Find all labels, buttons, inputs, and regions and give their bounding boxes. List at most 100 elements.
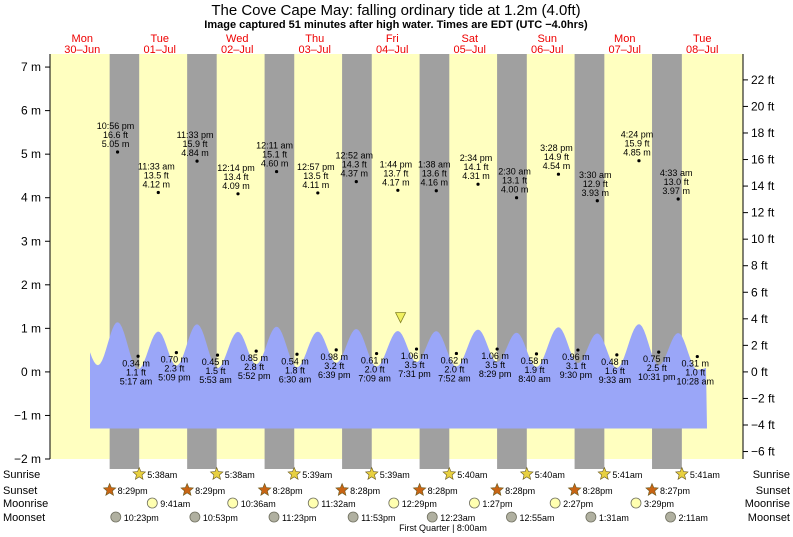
- moon-phase-label: First Quarter | 8:00am: [399, 523, 487, 533]
- moonset-row-label-right: Moonset: [748, 512, 790, 524]
- astro-moon-icon: [110, 511, 122, 523]
- low-tide-time: 9:30 pm: [560, 370, 593, 380]
- high-tide-dot: [514, 196, 519, 200]
- sunrise-time: 5:40am: [535, 470, 565, 480]
- day-name-label: Tue: [150, 33, 169, 45]
- right-tick-label: −6 ft: [751, 445, 775, 459]
- right-tick-label: 20 ft: [751, 99, 775, 113]
- current-level-marker: [394, 312, 407, 324]
- sunrise-row-label-left: Sunrise: [3, 469, 40, 481]
- low-tide-time: 7:52 am: [438, 373, 471, 383]
- astro-rows: Sunrise Sunrise 5:38am 5:38am 5:39am 5:39am 5:…: [3, 466, 790, 524]
- moonrise-time: 1:27pm: [482, 499, 512, 509]
- high-tide-time: 3:28 pm: [540, 143, 573, 153]
- moonset-time: 10:53pm: [203, 513, 238, 523]
- moonset-time: 12:23am: [440, 513, 475, 523]
- high-tide-feet: 15.1 ft: [262, 150, 288, 160]
- high-tide-time: 12:57 pm: [297, 162, 335, 172]
- high-tide-time: 1:38 am: [418, 160, 451, 170]
- low-tide-dot: [136, 354, 140, 358]
- low-tide-meters: 1.06 m: [481, 351, 509, 361]
- astro-star-icon: [674, 466, 689, 480]
- right-tick-label: 22 ft: [751, 73, 775, 87]
- high-tide-dot: [595, 199, 599, 203]
- high-tide-time: 3:30 am: [579, 170, 612, 180]
- day-name-label: Wed: [226, 33, 248, 45]
- day-date-label: 03–Jul: [299, 44, 331, 56]
- day-name-label: Mon: [72, 33, 93, 45]
- low-tide-time: 7:09 am: [358, 374, 391, 384]
- high-tide-feet: 14.1 ft: [464, 162, 490, 172]
- astro-star-icon: [132, 466, 147, 480]
- astro-moon-icon: [307, 497, 319, 509]
- moonrise-row-label-right: Moonrise: [745, 498, 790, 510]
- low-tide-meters: 0.31 m: [682, 359, 710, 369]
- day-date-label: 01–Jul: [144, 44, 176, 56]
- high-tide-meters: 4.17 m: [382, 177, 410, 187]
- low-tide-feet: 2.8 ft: [244, 362, 265, 372]
- high-tide-dot: [354, 179, 358, 184]
- moonset-time: 1:31am: [599, 513, 629, 523]
- sunset-time: 8:28pm: [505, 486, 535, 496]
- day-date-label: 02–Jul: [221, 44, 253, 56]
- high-tide-feet: 12.9 ft: [583, 179, 609, 189]
- high-tide-time: 12:11 am: [256, 141, 293, 151]
- low-tide-feet: 2.0 ft: [444, 364, 465, 374]
- sunset-time: 8:28pm: [428, 486, 458, 496]
- sunset-time: 8:29pm: [195, 486, 225, 496]
- low-tide-dot: [254, 349, 258, 353]
- sunset-time: 8:29pm: [118, 486, 148, 496]
- low-tide-time: 5:52 pm: [238, 371, 271, 381]
- low-tide-dot: [414, 347, 419, 351]
- high-tide-time: 2:34 pm: [460, 153, 493, 163]
- moonrise-time: 2:27pm: [563, 499, 593, 509]
- day-date-label: 30–Jun: [64, 44, 100, 56]
- high-tide-dot: [676, 197, 680, 201]
- sunrise-time: 5:41am: [690, 470, 720, 480]
- low-tide-time: 6:30 am: [279, 374, 312, 384]
- sunrise-time: 5:38am: [225, 470, 255, 480]
- day-date-label: 08–Jul: [686, 44, 718, 56]
- low-tide-meters: 0.85 m: [240, 353, 268, 363]
- low-tide-meters: 0.98 m: [320, 352, 348, 362]
- high-tide-meters: 4.84 m: [181, 148, 209, 158]
- moonrise-time: 11:32am: [321, 499, 355, 509]
- astro-moon-icon: [585, 511, 597, 523]
- high-tide-feet: 15.9 ft: [183, 139, 209, 149]
- low-tide-meters: 0.70 m: [161, 355, 189, 365]
- day-date-label: 06–Jul: [531, 44, 563, 56]
- high-tide-dot: [637, 159, 641, 163]
- left-tick-label: 7 m: [21, 60, 41, 74]
- sunrise-time: 5:39am: [380, 470, 410, 480]
- low-tide-time: 5:17 am: [120, 376, 153, 386]
- moonset-time: 2:11am: [679, 513, 708, 523]
- sunrise-time: 5:39am: [302, 470, 332, 480]
- low-tide-feet: 1.0 ft: [685, 368, 706, 378]
- sunrise-time: 5:41am: [612, 470, 642, 480]
- day-date-label: 05–Jul: [454, 44, 486, 56]
- moonrise-time: 10:36am: [241, 499, 276, 509]
- moonset-time: 11:23pm: [282, 513, 316, 523]
- moonset-row-label-left: Moonset: [3, 512, 45, 524]
- moonrise-time: 12:29pm: [402, 499, 437, 509]
- high-tide-dot: [236, 192, 240, 196]
- day-name-label: Sat: [461, 33, 478, 45]
- high-tide-feet: 13.1 ft: [502, 176, 528, 186]
- day-name-label: Tue: [693, 33, 712, 45]
- astro-star-icon: [597, 466, 612, 480]
- left-tick-label: 6 m: [21, 104, 41, 118]
- high-tide-time: 2:30 am: [498, 167, 531, 177]
- sunrise-row-label-right: Sunrise: [753, 469, 790, 481]
- high-tide-meters: 4.31 m: [462, 171, 490, 181]
- day-name-label: Mon: [614, 33, 635, 45]
- low-tide-dot: [615, 353, 619, 357]
- high-tide-meters: 3.97 m: [662, 186, 690, 196]
- low-tide-meters: 0.58 m: [521, 356, 549, 366]
- low-tide-feet: 1.5 ft: [205, 366, 226, 376]
- left-tick-label: 3 m: [21, 234, 41, 248]
- high-tide-meters: 4.00 m: [501, 185, 529, 195]
- right-tick-label: −4 ft: [751, 418, 775, 432]
- low-tide-meters: 0.96 m: [562, 352, 590, 362]
- chart-title: The Cove Cape May: falling ordinary tide…: [211, 2, 580, 19]
